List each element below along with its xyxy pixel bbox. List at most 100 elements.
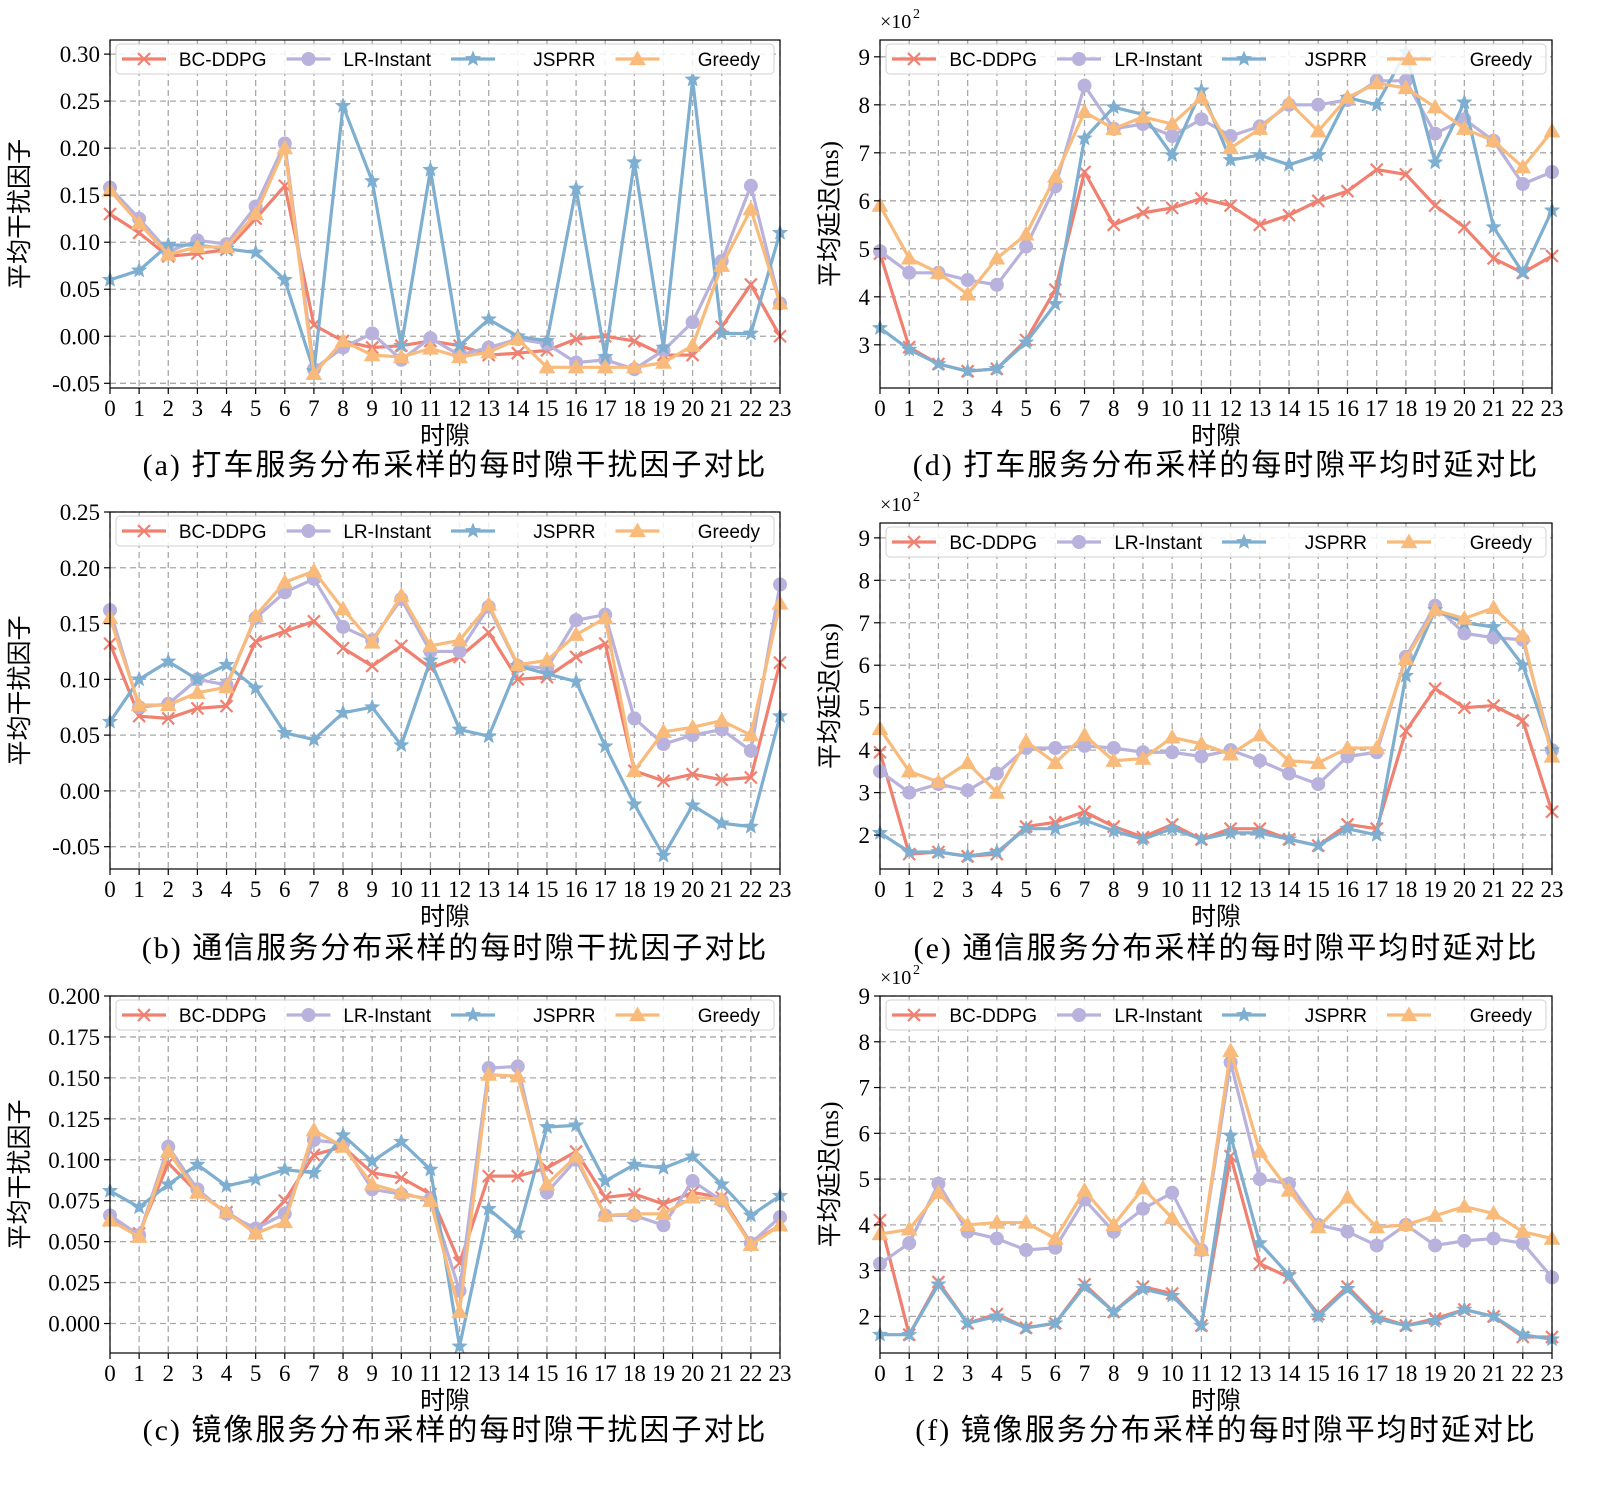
data-point <box>988 1214 1006 1229</box>
data-point <box>900 340 918 357</box>
data-point <box>1077 78 1092 93</box>
legend-marker <box>1072 1008 1086 1022</box>
axis-exponent-label: ×10 <box>880 494 911 516</box>
x-tick-label: 16 <box>565 877 588 902</box>
x-tick-label: 8 <box>337 396 349 421</box>
data-point <box>218 1177 235 1194</box>
x-tick-label: 10 <box>390 1361 413 1386</box>
data-point <box>363 1175 381 1191</box>
x-tick-label: 7 <box>308 877 320 902</box>
data-point <box>1369 162 1384 177</box>
x-tick-label: 16 <box>565 1361 588 1386</box>
data-point <box>1485 132 1502 147</box>
data-point <box>392 587 410 602</box>
data-point <box>1105 752 1123 767</box>
x-tick-label: 20 <box>681 1361 704 1386</box>
data-point <box>336 619 351 634</box>
x-tick-label: 3 <box>192 396 204 421</box>
x-tick-label: 9 <box>366 1361 378 1386</box>
x-tick-label: 17 <box>1365 1361 1388 1386</box>
legend-marker <box>464 1006 482 1023</box>
legend-label: Greedy <box>698 1006 761 1027</box>
y-tick-label: 0.05 <box>60 277 100 302</box>
data-point <box>334 332 352 348</box>
data-point <box>1368 96 1385 112</box>
data-point <box>1397 650 1415 665</box>
legend-label: BC-DDPG <box>949 533 1037 554</box>
legend-box <box>115 999 775 1031</box>
y-tick-label: 7 <box>859 1076 871 1101</box>
x-tick-label: 17 <box>594 396 617 421</box>
legend-marker <box>629 50 646 66</box>
axis-exponent-label: ×10 <box>880 11 911 33</box>
data-point <box>130 261 148 278</box>
legend-marker <box>1400 50 1418 66</box>
data-point <box>1222 824 1239 840</box>
data-point <box>567 358 585 374</box>
x-tick-label: 5 <box>250 877 262 902</box>
legend-box <box>885 43 1547 75</box>
data-point <box>902 265 917 280</box>
x-tick-label: 21 <box>710 1361 733 1386</box>
x-tick-label: 6 <box>1050 877 1062 902</box>
data-point <box>1280 93 1298 109</box>
series-greedy <box>871 1042 1561 1257</box>
data-point <box>1134 108 1152 123</box>
data-point <box>900 249 918 265</box>
x-tick-label: 4 <box>991 396 1003 421</box>
y-tick-label: 3 <box>859 333 871 358</box>
legend-marker <box>1400 1006 1418 1022</box>
data-point <box>684 70 701 87</box>
data-point <box>625 1205 643 1220</box>
data-point <box>276 271 294 287</box>
legend: BC-DDPG LR-Instant JSPRR Greedy <box>115 43 775 75</box>
data-point <box>1485 1204 1502 1220</box>
data-point <box>900 843 918 860</box>
data-point <box>1339 739 1356 755</box>
data-point <box>305 1164 323 1180</box>
data-point <box>930 355 947 372</box>
x-tick-label: 13 <box>1248 396 1271 421</box>
data-point <box>1457 626 1472 641</box>
data-point <box>1165 201 1179 215</box>
x-tick-label: 16 <box>1336 877 1359 902</box>
data-point <box>1486 251 1501 266</box>
data-point <box>363 172 381 189</box>
data-point <box>1280 830 1298 847</box>
data-point <box>218 656 235 672</box>
data-point <box>1514 158 1532 174</box>
data-point <box>598 1190 612 1205</box>
x-tick-label: 4 <box>991 877 1003 902</box>
data-point <box>422 651 439 668</box>
data-point <box>1135 1201 1150 1216</box>
series-jsprr <box>101 651 789 863</box>
x-tick-label: 5 <box>250 396 262 421</box>
series-line <box>878 686 1554 858</box>
data-point <box>989 1231 1004 1246</box>
x-tick-label: 1 <box>903 877 915 902</box>
data-point <box>1515 177 1530 191</box>
data-point <box>1368 1218 1386 1234</box>
data-point <box>1136 206 1150 220</box>
data-point <box>627 1187 642 1201</box>
x-tick-label: 8 <box>337 1361 349 1386</box>
y-tick-label: 5 <box>859 237 871 262</box>
data-point <box>1339 89 1356 104</box>
legend-label: JSPRR <box>533 50 595 71</box>
chart-panel-d: 0 1 2 3 4 5 6 7 8 9 10 11 12 13 14 15 16 17 18 19 20 21 22 2398… <box>816 7 1564 482</box>
x-tick-label: 13 <box>1248 1361 1271 1386</box>
data-point <box>1252 1172 1267 1187</box>
data-point <box>1311 777 1326 792</box>
data-point <box>1017 333 1035 350</box>
data-point <box>959 1314 976 1331</box>
series-line <box>108 569 782 773</box>
data-point <box>655 338 672 355</box>
x-tick-label: 5 <box>1020 877 1032 902</box>
data-point <box>189 670 206 687</box>
data-point <box>219 699 234 713</box>
data-point <box>655 723 672 738</box>
data-point <box>1486 1231 1501 1246</box>
data-point <box>189 238 206 254</box>
x-tick-label: 6 <box>279 396 291 421</box>
data-point <box>1194 112 1209 127</box>
